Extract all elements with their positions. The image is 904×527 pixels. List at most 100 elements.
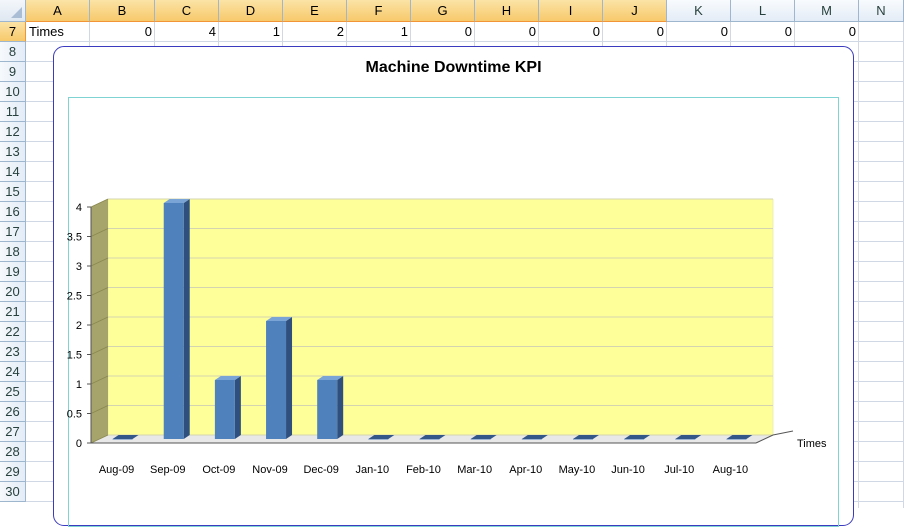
column-header-b[interactable]: B: [90, 0, 155, 22]
row-header-10[interactable]: 10: [0, 82, 26, 102]
row-header-9[interactable]: 9: [0, 62, 26, 82]
column-header-n[interactable]: N: [859, 0, 904, 22]
bar: [470, 439, 491, 440]
column-header-m[interactable]: M: [795, 0, 859, 22]
y-gridline-side: [90, 434, 109, 444]
bar: [214, 380, 235, 439]
row-header-29[interactable]: 29: [0, 462, 26, 482]
y-tick-label: 0.5: [67, 409, 82, 421]
bar: [521, 439, 542, 440]
row-header-11[interactable]: 11: [0, 102, 26, 122]
bar-side: [183, 199, 190, 439]
x-tick-label: Jan-10: [356, 464, 390, 476]
row-header-14[interactable]: 14: [0, 162, 26, 182]
chart-object[interactable]: Machine Downtime KPI 0 0.5 1 1.5 2 2.5 3 3.5 4 Au…: [53, 46, 854, 527]
column-header-c[interactable]: C: [155, 0, 219, 22]
bar-top: [419, 435, 446, 439]
x-tick-label: Aug-09: [99, 464, 134, 476]
row-header-30[interactable]: 30: [0, 482, 26, 502]
row-header-17[interactable]: 17: [0, 222, 26, 242]
bar-top: [317, 376, 344, 380]
gridline-horizontal: [26, 41, 904, 42]
column-header-i[interactable]: I: [539, 0, 603, 22]
row-header-25[interactable]: 25: [0, 382, 26, 402]
cell-h7[interactable]: 0: [528, 24, 536, 39]
y-gridline-side: [90, 228, 109, 237]
cell-m7[interactable]: 0: [848, 24, 856, 39]
cell-i7[interactable]: 0: [592, 24, 600, 39]
cell-g7[interactable]: 0: [464, 24, 472, 39]
row-header-20[interactable]: 20: [0, 282, 26, 302]
row-header-23[interactable]: 23: [0, 342, 26, 362]
select-all-corner[interactable]: [0, 0, 26, 22]
x-tick-label: Jul-10: [664, 464, 694, 476]
cell-k7[interactable]: 0: [720, 24, 728, 39]
x-tick-label: Oct-09: [202, 464, 235, 476]
x-tick-label: Sep-09: [150, 464, 185, 476]
row-header-16[interactable]: 16: [0, 202, 26, 222]
column-header-k[interactable]: K: [667, 0, 731, 22]
cell-j7[interactable]: 0: [656, 24, 664, 39]
bar-top: [624, 435, 651, 439]
y-tick-label: 3: [76, 261, 82, 273]
cell-f7[interactable]: 1: [400, 24, 408, 39]
row-header-18[interactable]: 18: [0, 242, 26, 262]
bar: [163, 203, 184, 439]
row-header-26[interactable]: 26: [0, 402, 26, 422]
y-tick-label: 1: [76, 379, 82, 391]
row-header-7[interactable]: 7: [0, 22, 26, 42]
bar-top: [266, 317, 293, 321]
depth-axis-line: [755, 434, 774, 444]
column-header-a[interactable]: A: [26, 0, 90, 22]
bar: [675, 439, 696, 440]
row-header-19[interactable]: 19: [0, 262, 26, 282]
row-header-22[interactable]: 22: [0, 322, 26, 342]
x-tick-label: Apr-10: [509, 464, 542, 476]
column-header-h[interactable]: H: [475, 0, 539, 22]
x-tick-label: Nov-09: [252, 464, 287, 476]
y-gridline-side: [90, 316, 109, 326]
row-header-27[interactable]: 27: [0, 422, 26, 442]
y-tick-label: 2.5: [67, 291, 82, 303]
y-gridline-side: [90, 287, 109, 296]
bar-top: [572, 435, 599, 439]
column-header-g[interactable]: G: [411, 0, 475, 22]
bar: [726, 439, 747, 440]
cell-d7[interactable]: 1: [272, 24, 280, 39]
cell-b7[interactable]: 0: [144, 24, 152, 39]
x-tick-label: Aug-10: [713, 464, 748, 476]
column-header-e[interactable]: E: [283, 0, 347, 22]
bar: [624, 439, 645, 440]
bar-top: [470, 435, 497, 439]
bar-side: [234, 376, 241, 439]
bar: [112, 439, 133, 440]
row-header-12[interactable]: 12: [0, 122, 26, 142]
y-tick-label: 4: [76, 202, 82, 214]
row-header-15[interactable]: 15: [0, 182, 26, 202]
row-header-24[interactable]: 24: [0, 362, 26, 382]
bar: [572, 439, 593, 440]
gridline-vertical: [858, 22, 859, 508]
x-tick-label: Dec-09: [303, 464, 338, 476]
y-gridline-side: [90, 346, 109, 355]
chart-title[interactable]: Machine Downtime KPI: [365, 59, 542, 76]
bar-top: [214, 376, 241, 380]
row-header-28[interactable]: 28: [0, 442, 26, 462]
cell-e7[interactable]: 2: [336, 24, 344, 39]
chart-svg: 0 0.5 1 1.5 2 2.5 3 3.5 4 Aug-09 Sep-09 Oct-09 Nov-0…: [67, 198, 827, 476]
cell-l7[interactable]: 0: [784, 24, 792, 39]
cell-c7[interactable]: 4: [208, 24, 216, 39]
row-header-13[interactable]: 13: [0, 142, 26, 162]
column-header-j[interactable]: J: [603, 0, 667, 22]
cell-a7-label[interactable]: Times: [29, 24, 64, 39]
bar-top: [368, 435, 395, 439]
y-gridline-side: [90, 257, 109, 267]
column-header-d[interactable]: D: [219, 0, 283, 22]
column-header-f[interactable]: F: [347, 0, 411, 22]
x-tick-label: May-10: [559, 464, 596, 476]
row-header-21[interactable]: 21: [0, 302, 26, 322]
bar-side: [286, 317, 293, 439]
series-axis-tick: [772, 430, 794, 436]
row-header-8[interactable]: 8: [0, 42, 26, 62]
column-header-l[interactable]: L: [731, 0, 795, 22]
